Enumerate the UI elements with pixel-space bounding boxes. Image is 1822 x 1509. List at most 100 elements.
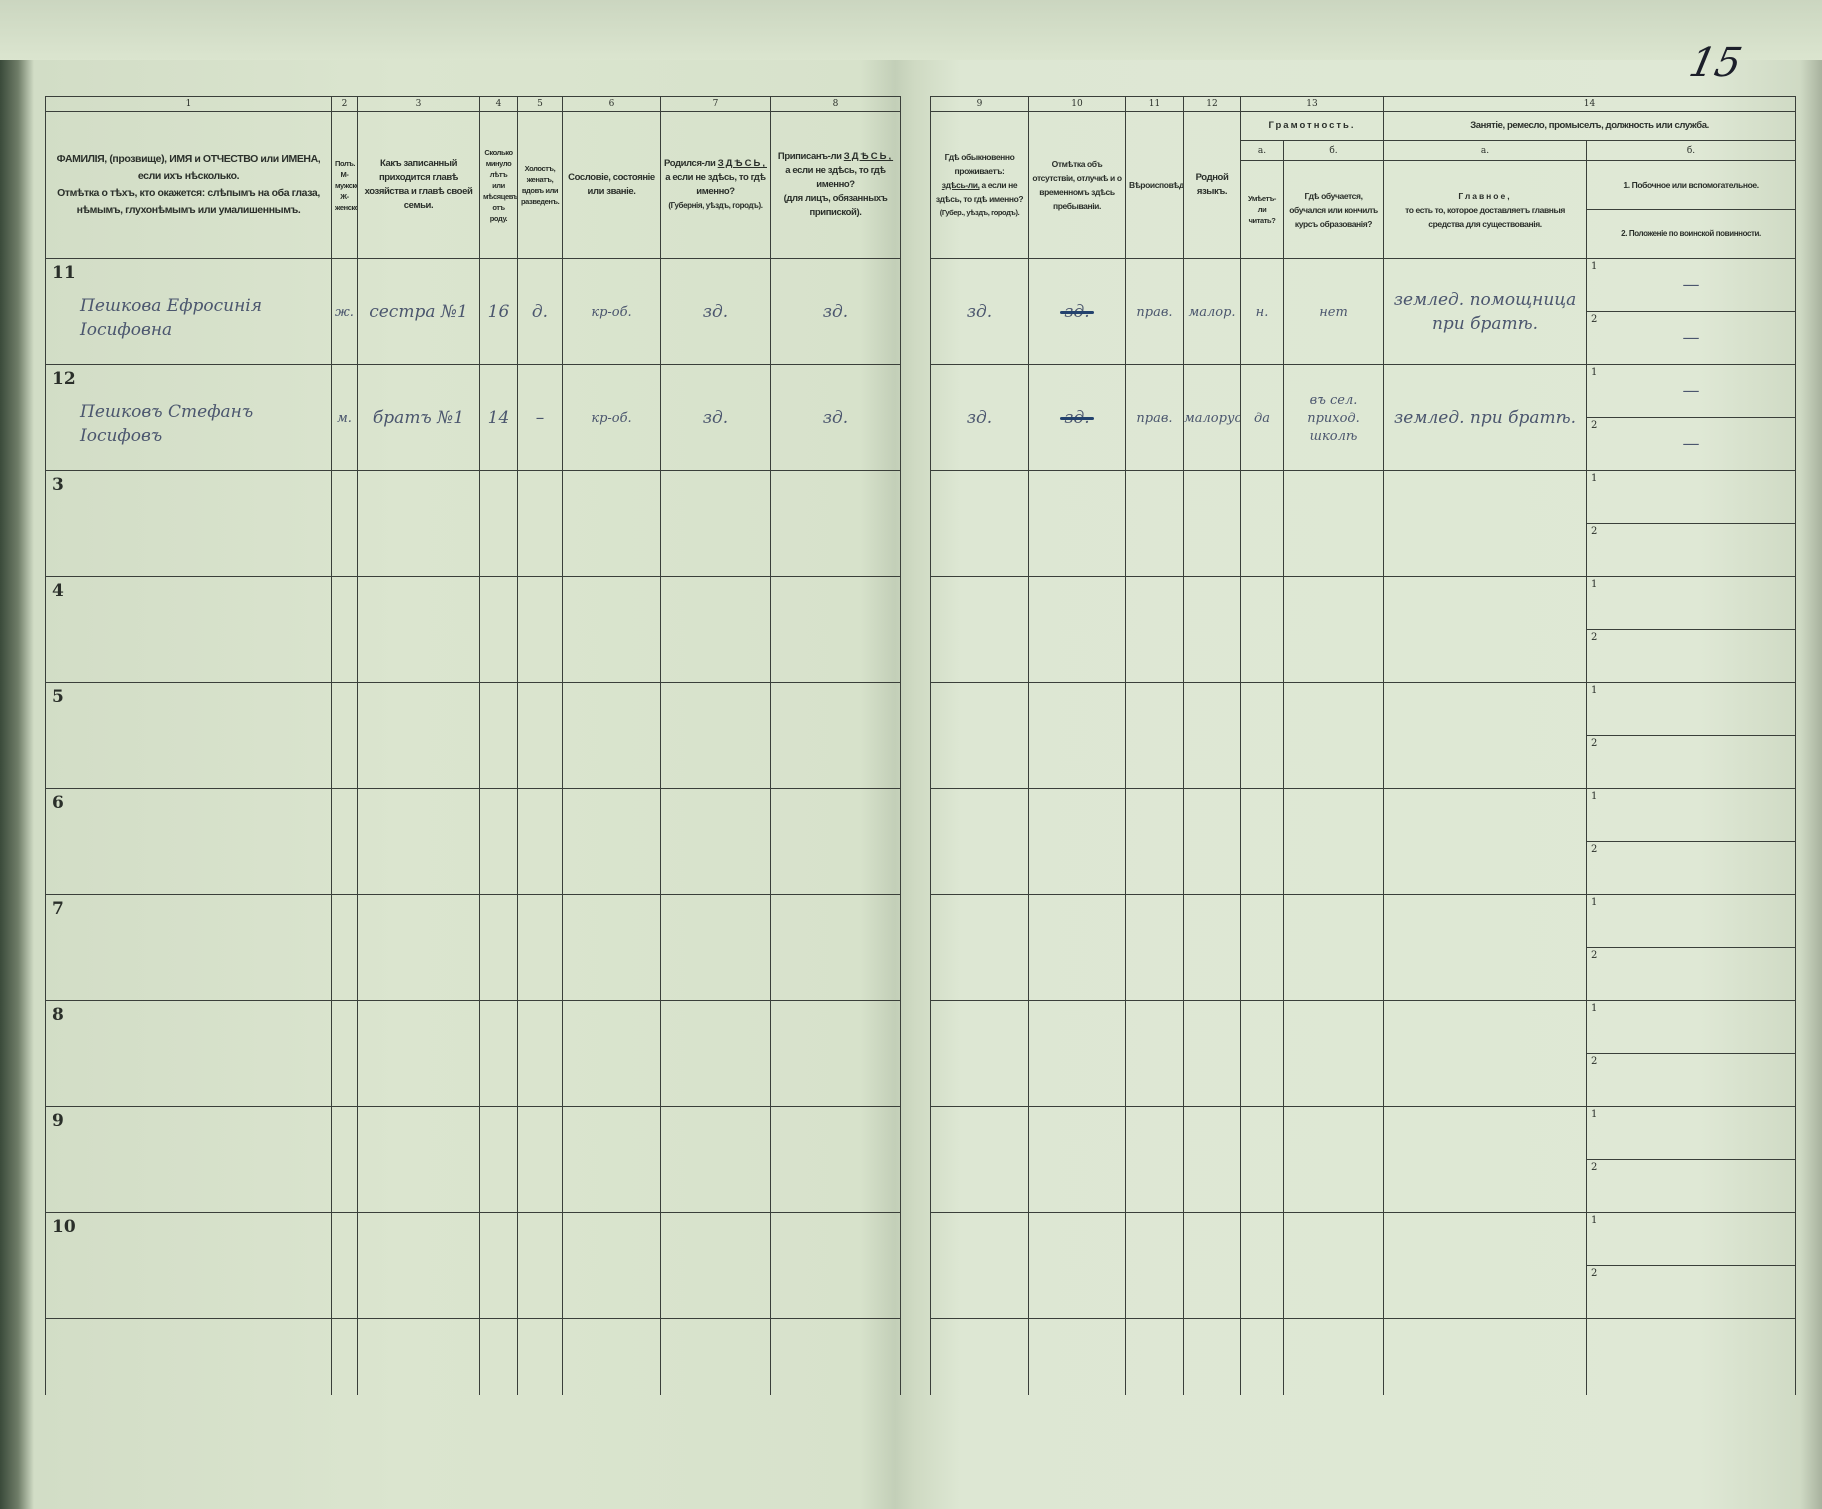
- relation-cell[interactable]: сестра №1: [357, 258, 480, 365]
- literate-cell[interactable]: [1240, 576, 1284, 683]
- name-cell[interactable]: 6: [45, 788, 332, 895]
- sex-cell[interactable]: [331, 1212, 358, 1319]
- relation-cell[interactable]: [357, 894, 480, 1001]
- registered-cell[interactable]: [770, 576, 901, 683]
- born-cell[interactable]: [660, 1000, 771, 1107]
- name-cell[interactable]: 8: [45, 1000, 332, 1107]
- education-cell[interactable]: [1282, 1212, 1385, 1319]
- education-cell[interactable]: [1282, 788, 1385, 895]
- literate-cell[interactable]: [1240, 1212, 1284, 1319]
- absence-cell[interactable]: зд.: [1028, 258, 1126, 365]
- born-cell[interactable]: зд.: [660, 364, 771, 471]
- born-cell[interactable]: [660, 682, 771, 789]
- relation-cell[interactable]: [357, 576, 480, 683]
- residence-cell[interactable]: [930, 788, 1029, 895]
- education-cell[interactable]: [1282, 470, 1385, 577]
- residence-cell[interactable]: зд.: [930, 258, 1029, 365]
- relation-cell[interactable]: братъ №1: [357, 364, 480, 471]
- absence-cell[interactable]: зд.: [1028, 364, 1126, 471]
- registered-cell[interactable]: [770, 788, 901, 895]
- sex-cell[interactable]: [331, 1106, 358, 1213]
- residence-cell[interactable]: [930, 1000, 1029, 1107]
- marital-cell[interactable]: –: [517, 364, 563, 471]
- absence-cell[interactable]: [1028, 1106, 1126, 1213]
- name-cell[interactable]: 10: [45, 1212, 332, 1319]
- literate-cell[interactable]: [1240, 682, 1284, 789]
- residence-cell[interactable]: [930, 682, 1029, 789]
- estate-cell[interactable]: [562, 894, 661, 1001]
- education-cell[interactable]: [1282, 1106, 1385, 1213]
- literate-cell[interactable]: [1240, 788, 1284, 895]
- name-cell[interactable]: 12 Пешковъ Стефанъ Іосифовъ: [45, 364, 332, 471]
- name-cell[interactable]: 3: [45, 470, 332, 577]
- age-cell[interactable]: [479, 788, 518, 895]
- marital-cell[interactable]: [517, 682, 563, 789]
- language-cell[interactable]: [1183, 1212, 1241, 1319]
- education-cell[interactable]: [1282, 576, 1385, 683]
- religion-cell[interactable]: [1125, 470, 1184, 577]
- marital-cell[interactable]: [517, 894, 563, 1001]
- relation-cell[interactable]: [357, 1000, 480, 1107]
- language-cell[interactable]: [1183, 682, 1241, 789]
- relation-cell[interactable]: [357, 1212, 480, 1319]
- name-cell[interactable]: 5: [45, 682, 332, 789]
- literate-cell[interactable]: да: [1240, 364, 1284, 471]
- main-occupation-cell[interactable]: [1383, 1106, 1588, 1213]
- language-cell[interactable]: малорус.: [1183, 364, 1241, 471]
- registered-cell[interactable]: [770, 470, 901, 577]
- age-cell[interactable]: [479, 1000, 518, 1107]
- absence-cell[interactable]: [1028, 470, 1126, 577]
- language-cell[interactable]: [1183, 1000, 1241, 1107]
- relation-cell[interactable]: [357, 1106, 480, 1213]
- born-cell[interactable]: [660, 788, 771, 895]
- residence-cell[interactable]: [930, 894, 1029, 1001]
- main-occupation-cell[interactable]: [1383, 470, 1588, 577]
- absence-cell[interactable]: [1028, 682, 1126, 789]
- absence-cell[interactable]: [1028, 576, 1126, 683]
- registered-cell[interactable]: [770, 1212, 901, 1319]
- religion-cell[interactable]: [1125, 1000, 1184, 1107]
- age-cell[interactable]: [479, 470, 518, 577]
- name-cell[interactable]: 7: [45, 894, 332, 1001]
- education-cell[interactable]: [1282, 1000, 1385, 1107]
- sex-cell[interactable]: м.: [331, 364, 358, 471]
- language-cell[interactable]: [1183, 470, 1241, 577]
- residence-cell[interactable]: [930, 1212, 1029, 1319]
- marital-cell[interactable]: [517, 1212, 563, 1319]
- estate-cell[interactable]: [562, 1106, 661, 1213]
- language-cell[interactable]: [1183, 894, 1241, 1001]
- estate-cell[interactable]: [562, 1212, 661, 1319]
- religion-cell[interactable]: [1125, 1106, 1184, 1213]
- estate-cell[interactable]: [562, 470, 661, 577]
- education-cell[interactable]: въ сел. приход. школѣ: [1282, 364, 1385, 471]
- born-cell[interactable]: [660, 894, 771, 1001]
- main-occupation-cell[interactable]: [1383, 788, 1588, 895]
- literate-cell[interactable]: н.: [1240, 258, 1284, 365]
- education-cell[interactable]: [1282, 682, 1385, 789]
- born-cell[interactable]: [660, 576, 771, 683]
- marital-cell[interactable]: [517, 1106, 563, 1213]
- religion-cell[interactable]: [1125, 1212, 1184, 1319]
- relation-cell[interactable]: [357, 788, 480, 895]
- age-cell[interactable]: [479, 576, 518, 683]
- residence-cell[interactable]: [930, 470, 1029, 577]
- religion-cell[interactable]: [1125, 576, 1184, 683]
- main-occupation-cell[interactable]: [1383, 1000, 1588, 1107]
- born-cell[interactable]: [660, 1106, 771, 1213]
- relation-cell[interactable]: [357, 470, 480, 577]
- language-cell[interactable]: малор.: [1183, 258, 1241, 365]
- registered-cell[interactable]: зд.: [770, 364, 901, 471]
- age-cell[interactable]: 14: [479, 364, 518, 471]
- literate-cell[interactable]: [1240, 894, 1284, 1001]
- sex-cell[interactable]: [331, 788, 358, 895]
- born-cell[interactable]: [660, 1212, 771, 1319]
- sex-cell[interactable]: ж.: [331, 258, 358, 365]
- education-cell[interactable]: [1282, 894, 1385, 1001]
- age-cell[interactable]: [479, 1212, 518, 1319]
